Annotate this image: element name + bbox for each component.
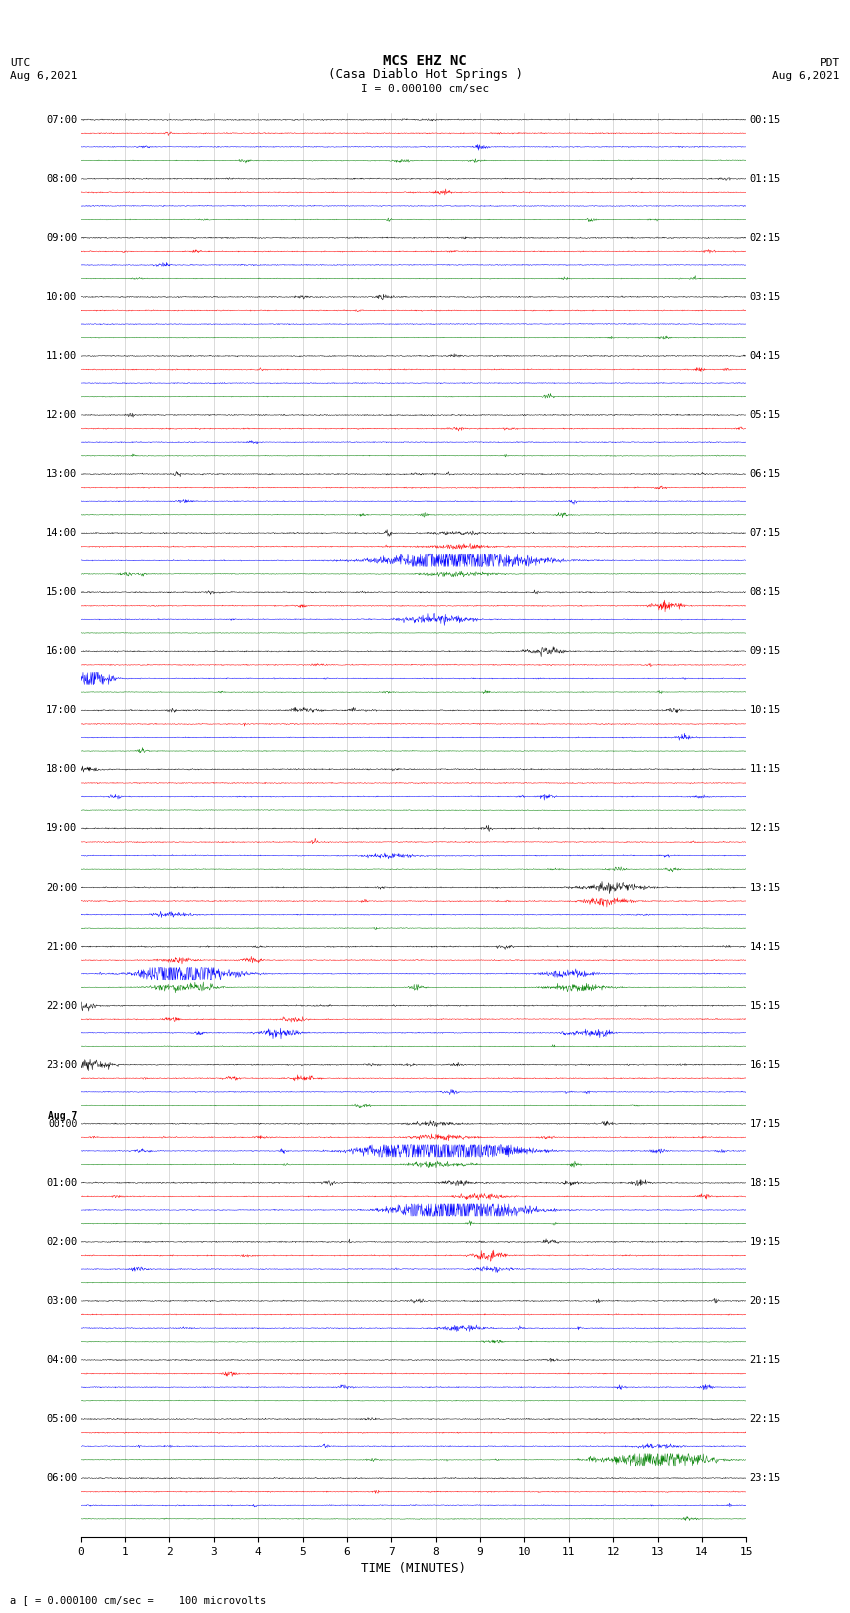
Text: 05:15: 05:15	[750, 410, 781, 419]
Text: UTC: UTC	[10, 58, 31, 68]
Text: 08:00: 08:00	[46, 174, 77, 184]
Text: Aug 6,2021: Aug 6,2021	[10, 71, 77, 81]
Text: 13:00: 13:00	[46, 469, 77, 479]
Text: 14:15: 14:15	[750, 942, 781, 952]
Text: 14:00: 14:00	[46, 527, 77, 539]
Text: 21:00: 21:00	[46, 942, 77, 952]
Text: 04:15: 04:15	[750, 352, 781, 361]
Text: 21:15: 21:15	[750, 1355, 781, 1365]
Text: 22:15: 22:15	[750, 1415, 781, 1424]
Text: (Casa Diablo Hot Springs ): (Casa Diablo Hot Springs )	[327, 68, 523, 81]
Text: 20:15: 20:15	[750, 1295, 781, 1307]
Text: Aug 7: Aug 7	[48, 1111, 77, 1121]
Text: 12:00: 12:00	[46, 410, 77, 419]
Text: I = 0.000100 cm/sec: I = 0.000100 cm/sec	[361, 84, 489, 94]
Text: 11:15: 11:15	[750, 765, 781, 774]
Text: 00:00: 00:00	[48, 1119, 77, 1129]
Text: 18:15: 18:15	[750, 1177, 781, 1187]
Text: 13:15: 13:15	[750, 882, 781, 892]
Text: 08:15: 08:15	[750, 587, 781, 597]
Text: 06:15: 06:15	[750, 469, 781, 479]
Text: 19:00: 19:00	[46, 824, 77, 834]
Text: 01:15: 01:15	[750, 174, 781, 184]
Text: 06:00: 06:00	[46, 1473, 77, 1482]
Text: 05:00: 05:00	[46, 1415, 77, 1424]
Text: 15:15: 15:15	[750, 1000, 781, 1011]
Text: 03:00: 03:00	[46, 1295, 77, 1307]
Text: PDT: PDT	[819, 58, 840, 68]
Text: 16:15: 16:15	[750, 1060, 781, 1069]
Text: 17:00: 17:00	[46, 705, 77, 715]
Text: 19:15: 19:15	[750, 1237, 781, 1247]
Text: 15:00: 15:00	[46, 587, 77, 597]
X-axis label: TIME (MINUTES): TIME (MINUTES)	[361, 1563, 466, 1576]
Text: 09:15: 09:15	[750, 647, 781, 656]
Text: MCS EHZ NC: MCS EHZ NC	[383, 53, 467, 68]
Text: 22:00: 22:00	[46, 1000, 77, 1011]
Text: 17:15: 17:15	[750, 1119, 781, 1129]
Text: 07:15: 07:15	[750, 527, 781, 539]
Text: 11:00: 11:00	[46, 352, 77, 361]
Text: 18:00: 18:00	[46, 765, 77, 774]
Text: a [ = 0.000100 cm/sec =    100 microvolts: a [ = 0.000100 cm/sec = 100 microvolts	[10, 1595, 266, 1605]
Text: 09:00: 09:00	[46, 232, 77, 244]
Text: 10:15: 10:15	[750, 705, 781, 715]
Text: 00:15: 00:15	[750, 115, 781, 124]
Text: 03:15: 03:15	[750, 292, 781, 302]
Text: 12:15: 12:15	[750, 824, 781, 834]
Text: 16:00: 16:00	[46, 647, 77, 656]
Text: 04:00: 04:00	[46, 1355, 77, 1365]
Text: 20:00: 20:00	[46, 882, 77, 892]
Text: 02:00: 02:00	[46, 1237, 77, 1247]
Text: 02:15: 02:15	[750, 232, 781, 244]
Text: 23:15: 23:15	[750, 1473, 781, 1482]
Text: 07:00: 07:00	[46, 115, 77, 124]
Text: Aug 6,2021: Aug 6,2021	[773, 71, 840, 81]
Text: 01:00: 01:00	[46, 1177, 77, 1187]
Text: 10:00: 10:00	[46, 292, 77, 302]
Text: 23:00: 23:00	[46, 1060, 77, 1069]
